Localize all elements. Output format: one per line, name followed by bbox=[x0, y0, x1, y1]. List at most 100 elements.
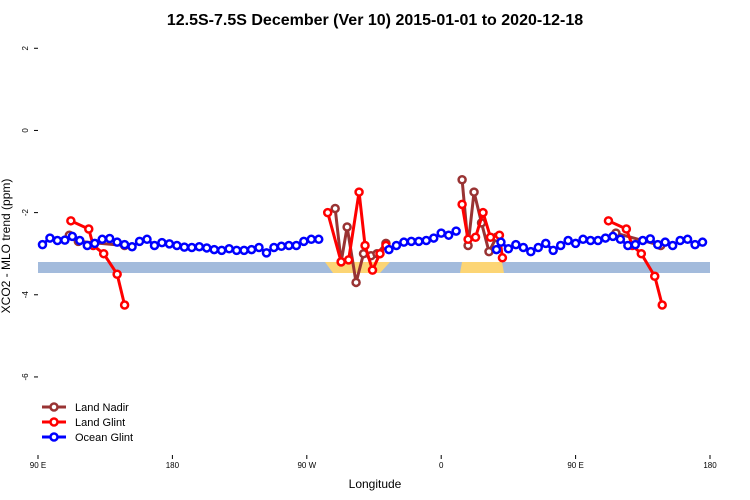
data-point bbox=[540, 238, 551, 249]
data-point bbox=[533, 242, 544, 253]
legend-marker bbox=[49, 402, 59, 412]
data-point bbox=[231, 245, 242, 256]
data-point bbox=[179, 242, 190, 252]
data-point bbox=[306, 234, 317, 245]
data-point bbox=[112, 237, 122, 247]
data-point bbox=[470, 232, 481, 243]
data-point bbox=[436, 228, 446, 238]
data-point bbox=[367, 265, 378, 275]
data-point bbox=[134, 236, 145, 247]
data-point bbox=[657, 300, 667, 310]
data-point bbox=[45, 233, 55, 243]
legend-label: Land Glint bbox=[75, 417, 125, 429]
data-point bbox=[391, 240, 402, 251]
legend-marker bbox=[49, 417, 59, 427]
data-point bbox=[201, 243, 212, 253]
data-point bbox=[216, 245, 227, 256]
data-point bbox=[428, 233, 439, 243]
y-axis-label: XCO2 - MLO trend (ppm) bbox=[0, 179, 13, 314]
data-point bbox=[585, 235, 596, 246]
data-point bbox=[112, 269, 122, 279]
data-point bbox=[600, 233, 611, 243]
data-point bbox=[224, 244, 234, 254]
y-tick-label: -2 bbox=[21, 209, 30, 217]
data-point bbox=[351, 277, 361, 288]
data-point bbox=[142, 234, 152, 245]
y-tick-label: -6 bbox=[21, 373, 30, 381]
data-point bbox=[463, 234, 473, 245]
series-line bbox=[70, 191, 664, 306]
data-point bbox=[421, 235, 432, 246]
data-point bbox=[246, 244, 257, 255]
data-point bbox=[623, 240, 633, 251]
data-point bbox=[342, 222, 352, 232]
data-point bbox=[630, 239, 641, 250]
data-point bbox=[457, 174, 467, 185]
x-tick-label: 0 bbox=[439, 461, 444, 470]
data-point bbox=[330, 203, 340, 214]
data-point bbox=[343, 255, 354, 265]
data-point bbox=[299, 236, 309, 247]
data-point bbox=[60, 235, 70, 245]
y-tick-label: 2 bbox=[21, 45, 30, 50]
data-point bbox=[649, 271, 660, 282]
data-point bbox=[555, 240, 566, 251]
data-point bbox=[84, 224, 94, 234]
data-point bbox=[660, 237, 670, 247]
data-point bbox=[164, 239, 175, 249]
legend-label: Land Nadir bbox=[75, 402, 129, 414]
data-point bbox=[399, 237, 409, 247]
data-point bbox=[254, 242, 264, 253]
legend-label: Ocean Glint bbox=[75, 432, 133, 444]
data-point bbox=[457, 199, 467, 210]
data-point bbox=[313, 234, 324, 245]
data-point bbox=[682, 234, 693, 245]
data-point bbox=[157, 237, 167, 248]
y-tick-label: 0 bbox=[21, 128, 30, 133]
data-point bbox=[89, 238, 100, 249]
data-point bbox=[261, 248, 272, 258]
data-point bbox=[603, 216, 614, 226]
data-point bbox=[52, 235, 63, 246]
data-point bbox=[67, 231, 78, 242]
data-point bbox=[443, 230, 454, 240]
data-point bbox=[608, 231, 618, 242]
data-point bbox=[578, 234, 588, 245]
data-point bbox=[570, 238, 581, 249]
data-point bbox=[360, 240, 370, 251]
x-tick-label: 90 W bbox=[297, 461, 316, 470]
data-point bbox=[414, 236, 424, 247]
data-point bbox=[384, 244, 394, 255]
data-point bbox=[497, 253, 508, 263]
data-point bbox=[37, 239, 48, 250]
data-point bbox=[187, 242, 197, 253]
data-point bbox=[638, 235, 648, 246]
data-point bbox=[503, 244, 514, 254]
data-point bbox=[406, 236, 417, 247]
y-tick-label: -4 bbox=[21, 291, 30, 299]
data-point bbox=[66, 216, 76, 226]
x-tick-label: 90 E bbox=[567, 461, 583, 470]
data-point bbox=[322, 207, 333, 218]
data-point bbox=[451, 226, 461, 236]
x-tick-label: 180 bbox=[703, 461, 717, 470]
x-tick-label: 180 bbox=[166, 461, 180, 470]
data-point bbox=[82, 240, 93, 251]
data-point bbox=[478, 207, 488, 218]
data-point bbox=[690, 239, 700, 250]
data-point bbox=[491, 244, 502, 255]
data-point bbox=[172, 240, 182, 251]
data-point bbox=[209, 244, 219, 255]
data-point bbox=[511, 239, 521, 250]
land-patch bbox=[460, 262, 504, 273]
data-point bbox=[119, 300, 130, 310]
data-point bbox=[375, 248, 385, 259]
data-point bbox=[593, 235, 603, 246]
data-point bbox=[675, 235, 685, 246]
data-point bbox=[194, 241, 205, 252]
data-point bbox=[548, 245, 558, 256]
legend-marker bbox=[49, 432, 59, 442]
data-point bbox=[336, 257, 346, 267]
data-point bbox=[239, 245, 249, 256]
